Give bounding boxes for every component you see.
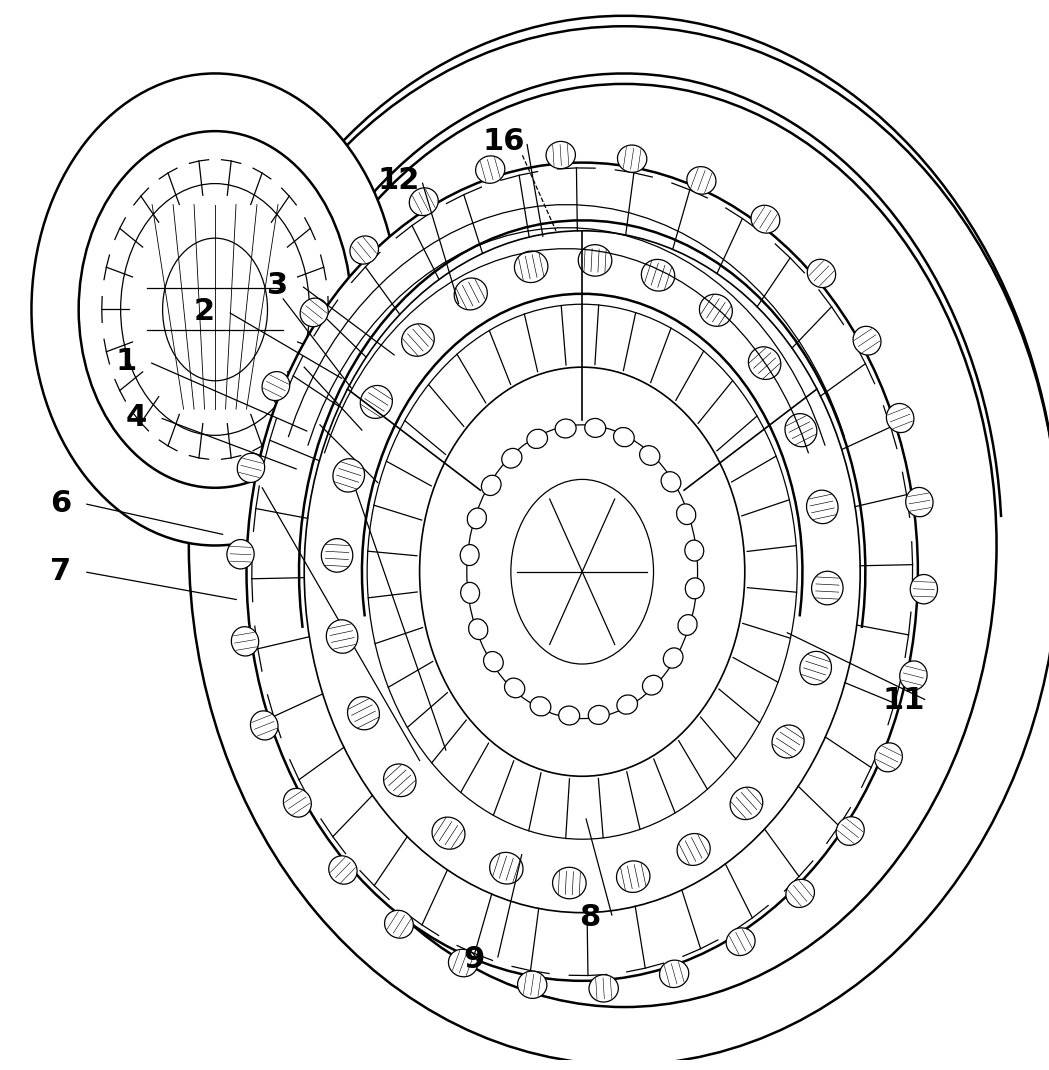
Ellipse shape [661,472,681,492]
Ellipse shape [748,347,780,380]
Ellipse shape [247,163,918,981]
Ellipse shape [786,880,814,907]
Text: 11: 11 [883,686,925,715]
Ellipse shape [328,856,357,884]
Ellipse shape [461,545,479,566]
Text: 4: 4 [126,403,147,432]
Ellipse shape [237,454,264,483]
Ellipse shape [663,648,683,668]
Ellipse shape [578,245,612,276]
Ellipse shape [484,652,504,672]
Ellipse shape [687,167,716,194]
Ellipse shape [751,205,779,233]
Ellipse shape [461,582,479,603]
Ellipse shape [614,428,635,446]
Ellipse shape [469,618,488,640]
Ellipse shape [588,975,618,1002]
Ellipse shape [642,675,663,696]
Ellipse shape [700,294,732,326]
Ellipse shape [517,972,547,998]
Ellipse shape [886,403,914,432]
Ellipse shape [232,627,259,656]
Ellipse shape [584,418,605,438]
Ellipse shape [799,652,832,685]
Ellipse shape [588,705,609,724]
Ellipse shape [300,299,328,326]
Text: 8: 8 [579,903,600,932]
Ellipse shape [685,578,704,599]
Ellipse shape [350,236,379,264]
Ellipse shape [730,788,763,820]
Text: 2: 2 [194,297,215,326]
Ellipse shape [875,743,902,771]
Ellipse shape [641,259,675,291]
Ellipse shape [321,538,352,572]
Ellipse shape [617,694,638,714]
Ellipse shape [432,817,465,850]
Ellipse shape [163,239,267,381]
Ellipse shape [677,504,695,524]
Ellipse shape [677,834,710,866]
Ellipse shape [511,479,654,664]
Ellipse shape [900,661,927,690]
Ellipse shape [490,853,523,884]
Ellipse shape [530,697,551,716]
Ellipse shape [402,324,434,356]
Text: 16: 16 [483,127,524,156]
Ellipse shape [660,960,689,988]
Ellipse shape [514,251,548,282]
Ellipse shape [911,575,938,603]
Ellipse shape [555,419,576,438]
Ellipse shape [360,385,392,418]
Ellipse shape [617,861,650,892]
Text: 12: 12 [378,166,420,195]
Ellipse shape [685,540,704,561]
Ellipse shape [420,367,745,776]
Text: 1: 1 [115,348,136,377]
Ellipse shape [333,459,365,492]
Ellipse shape [467,508,487,529]
Ellipse shape [553,868,586,899]
Ellipse shape [808,259,836,288]
Ellipse shape [726,928,755,956]
Ellipse shape [905,488,933,517]
Ellipse shape [227,539,254,569]
Ellipse shape [559,706,580,725]
Ellipse shape [262,371,290,400]
Ellipse shape [505,678,524,698]
Text: 7: 7 [50,557,71,586]
Ellipse shape [189,27,1049,1065]
Ellipse shape [501,448,522,468]
Ellipse shape [31,74,399,546]
Ellipse shape [807,490,838,523]
Ellipse shape [481,475,501,495]
Ellipse shape [347,697,380,730]
Ellipse shape [475,156,505,183]
Text: 3: 3 [267,271,288,300]
Ellipse shape [836,816,864,845]
Ellipse shape [448,949,477,977]
Ellipse shape [326,620,358,654]
Ellipse shape [812,571,843,605]
Text: 6: 6 [50,489,71,518]
Ellipse shape [385,911,413,938]
Ellipse shape [527,429,548,448]
Ellipse shape [772,725,805,758]
Ellipse shape [618,146,647,172]
Ellipse shape [640,446,660,465]
Ellipse shape [853,326,881,355]
Ellipse shape [384,764,416,797]
Ellipse shape [409,188,438,215]
Text: 9: 9 [464,946,485,975]
Ellipse shape [251,710,278,740]
Ellipse shape [678,614,698,636]
Ellipse shape [283,789,312,817]
Ellipse shape [454,278,488,310]
Ellipse shape [785,414,817,447]
Ellipse shape [547,141,576,169]
